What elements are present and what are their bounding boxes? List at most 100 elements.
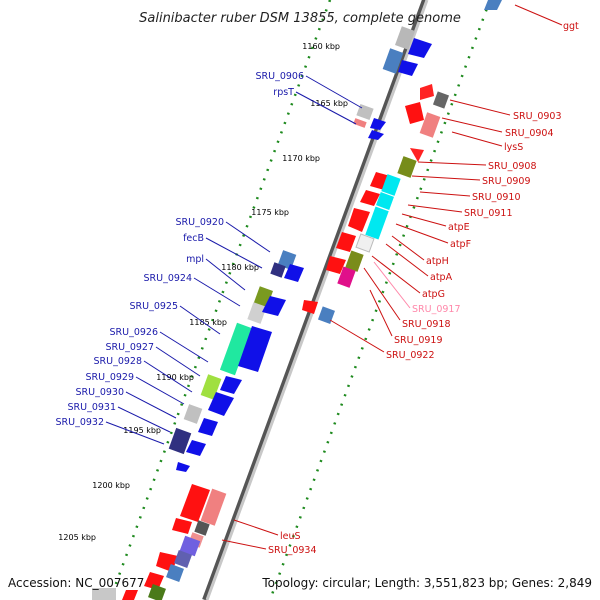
gene-label[interactable]: SRU_0909 bbox=[482, 176, 531, 187]
topology-text: Topology: circular; Length: 3,551,823 bp… bbox=[261, 576, 592, 590]
gene-label[interactable]: SRU_0918 bbox=[402, 319, 451, 330]
gene-block bbox=[183, 404, 203, 424]
gene-arrow bbox=[186, 440, 206, 456]
gene-arrow bbox=[302, 300, 318, 314]
gene-arrow bbox=[262, 296, 286, 316]
gene-label[interactable]: SRU_0919 bbox=[394, 335, 443, 346]
gene-label[interactable]: SRU_0904 bbox=[505, 128, 554, 139]
gene-arrow bbox=[122, 590, 138, 600]
gene-label[interactable]: SRU_0917 bbox=[412, 304, 461, 315]
gene-arrow bbox=[336, 232, 356, 252]
right-label-leaders bbox=[221, 4, 563, 550]
gene-arrow bbox=[176, 462, 190, 472]
gene-arrow bbox=[198, 418, 218, 436]
gene-arrow bbox=[360, 190, 380, 206]
gene-label[interactable]: SRU_0908 bbox=[488, 161, 537, 172]
gene-block bbox=[356, 103, 374, 121]
forward-strand-genes bbox=[92, 26, 432, 600]
gene-block bbox=[270, 262, 286, 278]
tick-label: 1160 kbp bbox=[302, 42, 340, 51]
gene-label[interactable]: fecB bbox=[183, 233, 204, 244]
gene-block bbox=[337, 266, 356, 288]
gene-block bbox=[355, 233, 375, 253]
gene-arrow bbox=[144, 572, 164, 590]
gene-block bbox=[148, 584, 166, 600]
tick-label: 1200 kbp bbox=[92, 481, 130, 490]
gene-block bbox=[247, 302, 267, 324]
gene-label[interactable]: atpG bbox=[422, 289, 445, 300]
gene-label[interactable]: leuS bbox=[280, 531, 301, 542]
gene-block bbox=[381, 174, 401, 196]
gene-block bbox=[92, 588, 116, 600]
gene-label[interactable]: SRU_0931 bbox=[67, 402, 116, 413]
gene-block bbox=[397, 156, 417, 178]
gene-block bbox=[419, 112, 441, 138]
gene-arrow bbox=[398, 60, 418, 76]
gene-block bbox=[166, 564, 184, 582]
pink-label-leader bbox=[373, 261, 411, 309]
gene-block bbox=[395, 26, 415, 50]
gene-arrow bbox=[238, 326, 272, 372]
gene-label[interactable]: SRU_0927 bbox=[105, 342, 154, 353]
genome-backbone bbox=[205, 0, 429, 600]
gene-arrow bbox=[220, 376, 242, 394]
tick-label: 1195 kbp bbox=[123, 426, 161, 435]
right-labels: ggt SRU_0903 SRU_0904 lysS SRU_0908 SRU_… bbox=[268, 21, 579, 556]
gene-label[interactable]: SRU_0924 bbox=[143, 273, 192, 284]
gene-label[interactable]: SRU_0906 bbox=[255, 71, 304, 82]
gene-label[interactable]: atpH bbox=[426, 256, 449, 267]
tick-label: 1175 kbp bbox=[251, 208, 289, 217]
gene-label[interactable]: SRU_0932 bbox=[55, 417, 104, 428]
gene-arrow bbox=[368, 130, 384, 140]
outer-dotted-guide bbox=[268, 0, 492, 600]
left-label-leaders bbox=[105, 75, 363, 445]
gene-block bbox=[219, 322, 253, 376]
gene-block bbox=[200, 488, 227, 526]
tick-label: 1185 kbp bbox=[189, 318, 227, 327]
gene-block bbox=[365, 206, 389, 240]
gene-label[interactable]: SRU_0922 bbox=[386, 350, 435, 361]
gene-arrow bbox=[410, 148, 424, 162]
gene-label[interactable]: atpE bbox=[448, 222, 470, 233]
gene-label[interactable]: mpl bbox=[186, 254, 204, 265]
gene-label[interactable]: lysS bbox=[504, 142, 523, 153]
gene-label[interactable]: SRU_0920 bbox=[175, 217, 224, 228]
tick-label: 1170 kbp bbox=[282, 154, 320, 163]
gene-block bbox=[382, 48, 404, 74]
gene-label[interactable]: rpsT bbox=[273, 87, 294, 98]
gene-arrow bbox=[284, 264, 304, 282]
gene-arrow bbox=[348, 208, 370, 232]
gene-block bbox=[179, 535, 201, 557]
tick-label: 1205 kbp bbox=[58, 533, 96, 542]
gene-label[interactable]: SRU_0929 bbox=[85, 372, 134, 383]
tick-label: 1180 kbp bbox=[221, 263, 259, 272]
gene-label[interactable]: ggt bbox=[563, 21, 579, 32]
gene-label[interactable]: SRU_0928 bbox=[93, 356, 142, 367]
backbone-shadow bbox=[202, 0, 428, 600]
gene-block bbox=[376, 192, 394, 210]
gene-block bbox=[345, 250, 364, 272]
gene-label[interactable]: SRU_0910 bbox=[472, 192, 521, 203]
gene-block bbox=[168, 427, 192, 455]
gene-block bbox=[317, 306, 335, 324]
gene-arrow bbox=[208, 392, 234, 416]
gene-label[interactable]: SRU_0930 bbox=[75, 387, 124, 398]
gene-arrow bbox=[420, 84, 434, 100]
gene-label[interactable]: atpF bbox=[450, 239, 471, 250]
accession-text: Accession: NC_007677 bbox=[8, 576, 144, 590]
gene-arrow bbox=[326, 256, 346, 274]
gene-block bbox=[200, 374, 222, 400]
gene-label[interactable]: atpA bbox=[430, 272, 453, 283]
tick-label: 1190 kbp bbox=[156, 373, 194, 382]
gene-arrow bbox=[172, 518, 192, 534]
gene-label[interactable]: SRU_0934 bbox=[268, 545, 317, 556]
left-labels: SRU_0906 rpsT SRU_0920 fecB mpl SRU_0924… bbox=[55, 71, 304, 428]
gene-label[interactable]: SRU_0926 bbox=[109, 327, 158, 338]
gene-label[interactable]: SRU_0911 bbox=[464, 208, 513, 219]
gene-label[interactable]: SRU_0903 bbox=[513, 111, 562, 122]
gene-block bbox=[484, 0, 502, 10]
gene-block bbox=[174, 550, 192, 568]
gene-arrow bbox=[405, 102, 424, 124]
gene-label[interactable]: SRU_0925 bbox=[129, 301, 178, 312]
